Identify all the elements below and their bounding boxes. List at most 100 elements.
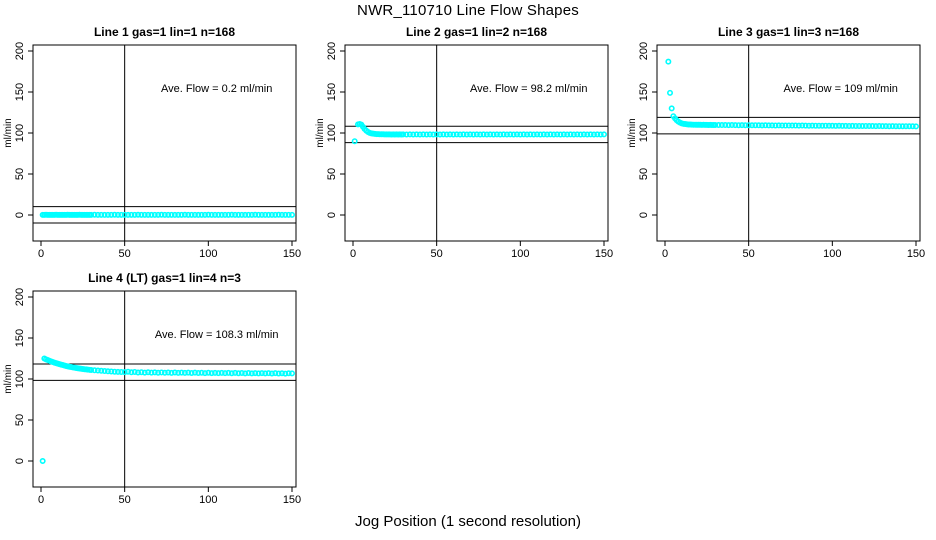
data-point bbox=[735, 122, 742, 129]
panel-title: Line 2 gas=1 lin=2 n=168 bbox=[406, 25, 547, 39]
data-point bbox=[245, 211, 252, 218]
data-point bbox=[765, 122, 772, 129]
data-point bbox=[507, 131, 514, 138]
data-point bbox=[258, 211, 265, 218]
x-tick-label: 100 bbox=[823, 248, 841, 260]
data-point bbox=[121, 211, 128, 218]
data-point bbox=[728, 122, 735, 129]
data-point bbox=[114, 368, 121, 375]
data-point bbox=[138, 211, 145, 218]
y-tick-label: 50 bbox=[14, 168, 26, 180]
data-point bbox=[738, 122, 745, 129]
data-point bbox=[795, 122, 802, 129]
data-point bbox=[872, 123, 879, 130]
data-point bbox=[600, 131, 607, 138]
data-point bbox=[218, 369, 225, 376]
data-point bbox=[769, 122, 776, 129]
data-point bbox=[749, 122, 756, 129]
y-tick-label: 150 bbox=[14, 83, 26, 101]
data-point bbox=[155, 369, 162, 376]
data-point bbox=[550, 131, 557, 138]
data-point bbox=[792, 122, 799, 129]
data-point bbox=[426, 131, 433, 138]
y-tick-label: 100 bbox=[14, 370, 26, 388]
data-point bbox=[799, 122, 806, 129]
data-point bbox=[275, 211, 282, 218]
data-point bbox=[118, 368, 125, 375]
data-point bbox=[597, 131, 604, 138]
x-tick-label: 100 bbox=[511, 248, 529, 260]
data-point bbox=[715, 121, 722, 128]
data-point bbox=[242, 370, 249, 377]
data-point bbox=[288, 370, 295, 377]
data-point bbox=[272, 211, 279, 218]
data-point bbox=[912, 123, 919, 130]
x-tick-label: 150 bbox=[907, 248, 925, 260]
data-point bbox=[876, 123, 883, 130]
data-point bbox=[195, 211, 202, 218]
data-point bbox=[168, 369, 175, 376]
data-point bbox=[440, 131, 447, 138]
x-tick-label: 150 bbox=[283, 248, 301, 260]
data-point bbox=[480, 131, 487, 138]
data-point bbox=[725, 122, 732, 129]
data-point bbox=[534, 131, 541, 138]
x-tick-label: 50 bbox=[743, 248, 755, 260]
data-point bbox=[856, 122, 863, 129]
data-point bbox=[111, 211, 118, 218]
data-point bbox=[91, 367, 98, 374]
data-point bbox=[447, 131, 454, 138]
data-point bbox=[175, 369, 182, 376]
data-point bbox=[195, 370, 202, 377]
data-point bbox=[560, 131, 567, 138]
data-point bbox=[268, 211, 275, 218]
data-point bbox=[108, 368, 115, 375]
data-point bbox=[148, 211, 155, 218]
data-point bbox=[215, 370, 222, 377]
data-point bbox=[248, 211, 255, 218]
data-point bbox=[145, 369, 152, 376]
data-point bbox=[175, 211, 182, 218]
data-point bbox=[88, 211, 95, 218]
line-4-flow-chart: Line 4 (LT) gas=1 lin=4 n=3 ml/min 0 50 100 1… bbox=[3, 271, 301, 506]
data-point bbox=[467, 131, 474, 138]
y-tick-label: 0 bbox=[14, 212, 26, 218]
data-point bbox=[825, 122, 832, 129]
data-point bbox=[722, 122, 729, 129]
data-point bbox=[212, 211, 219, 218]
data-point bbox=[39, 458, 46, 465]
data-point bbox=[168, 211, 175, 218]
data-points bbox=[665, 58, 919, 130]
data-point bbox=[403, 131, 410, 138]
data-point bbox=[785, 122, 792, 129]
data-point bbox=[191, 211, 198, 218]
data-points bbox=[39, 211, 295, 218]
data-point bbox=[453, 131, 460, 138]
data-point bbox=[265, 370, 272, 377]
data-point bbox=[145, 211, 152, 218]
data-point bbox=[181, 211, 188, 218]
data-point bbox=[775, 122, 782, 129]
data-point bbox=[594, 131, 601, 138]
data-point bbox=[520, 131, 527, 138]
data-point bbox=[547, 131, 554, 138]
data-point bbox=[443, 131, 450, 138]
data-point bbox=[829, 122, 836, 129]
data-point bbox=[278, 370, 285, 377]
data-point bbox=[564, 131, 571, 138]
y-tick-label: 100 bbox=[326, 124, 338, 142]
data-point bbox=[762, 122, 769, 129]
data-point bbox=[91, 211, 98, 218]
data-point bbox=[282, 370, 289, 377]
data-point bbox=[463, 131, 470, 138]
data-point bbox=[248, 370, 255, 377]
ave-flow-annotation: Ave. Flow = 109 ml/min bbox=[783, 83, 897, 95]
data-point bbox=[805, 122, 812, 129]
data-point bbox=[272, 370, 279, 377]
x-tick-label: 50 bbox=[119, 494, 131, 506]
data-point bbox=[789, 122, 796, 129]
data-point bbox=[151, 369, 158, 376]
data-point bbox=[118, 211, 125, 218]
x-tick-label: 0 bbox=[662, 248, 668, 260]
data-point bbox=[198, 369, 205, 376]
